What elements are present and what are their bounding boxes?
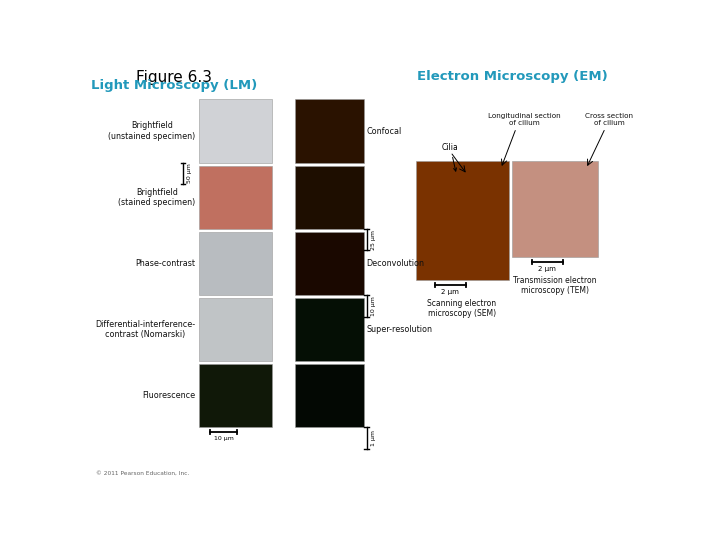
Text: Figure 6.3: Figure 6.3 xyxy=(135,70,212,85)
Bar xyxy=(199,298,272,361)
Bar xyxy=(295,166,364,229)
Text: 10 μm: 10 μm xyxy=(371,296,376,316)
Bar xyxy=(199,364,272,428)
Bar xyxy=(295,298,364,361)
Bar xyxy=(199,99,272,163)
Bar xyxy=(295,99,364,163)
Text: 1 μm: 1 μm xyxy=(371,430,376,446)
Text: Light Microscopy (LM): Light Microscopy (LM) xyxy=(91,79,257,92)
Bar xyxy=(415,161,508,280)
Bar xyxy=(295,232,364,295)
Text: Scanning electron
microscopy (SEM): Scanning electron microscopy (SEM) xyxy=(428,299,497,318)
Text: Longitudinal section
of cilium: Longitudinal section of cilium xyxy=(487,113,560,126)
Bar xyxy=(295,364,364,428)
Text: 25 μm: 25 μm xyxy=(371,230,376,249)
Text: Phase-contrast: Phase-contrast xyxy=(135,259,195,268)
Text: Fluorescence: Fluorescence xyxy=(143,392,195,400)
Bar xyxy=(199,166,272,229)
Text: Brightfield
(stained specimen): Brightfield (stained specimen) xyxy=(118,187,195,207)
Text: Cilia: Cilia xyxy=(442,143,459,171)
Text: Differential-interference-
contrast (Nomarski): Differential-interference- contrast (Nom… xyxy=(95,320,195,339)
Text: © 2011 Pearson Education, Inc.: © 2011 Pearson Education, Inc. xyxy=(96,471,189,476)
Text: 50 μm: 50 μm xyxy=(187,164,192,183)
Bar xyxy=(513,161,598,257)
Text: Transmission electron
microscopy (TEM): Transmission electron microscopy (TEM) xyxy=(513,276,597,295)
Text: Cross section
of cilium: Cross section of cilium xyxy=(585,113,634,126)
Text: 2 μm: 2 μm xyxy=(441,289,459,295)
Text: 10 μm: 10 μm xyxy=(214,436,233,441)
Text: Brightfield
(unstained specimen): Brightfield (unstained specimen) xyxy=(108,122,195,141)
Text: Confocal: Confocal xyxy=(366,126,402,136)
Text: Electron Microscopy (EM): Electron Microscopy (EM) xyxy=(417,70,608,83)
Bar xyxy=(199,232,272,295)
Text: Super-resolution: Super-resolution xyxy=(366,325,433,334)
Text: Deconvolution: Deconvolution xyxy=(366,259,425,268)
Text: 2 μm: 2 μm xyxy=(539,266,556,272)
